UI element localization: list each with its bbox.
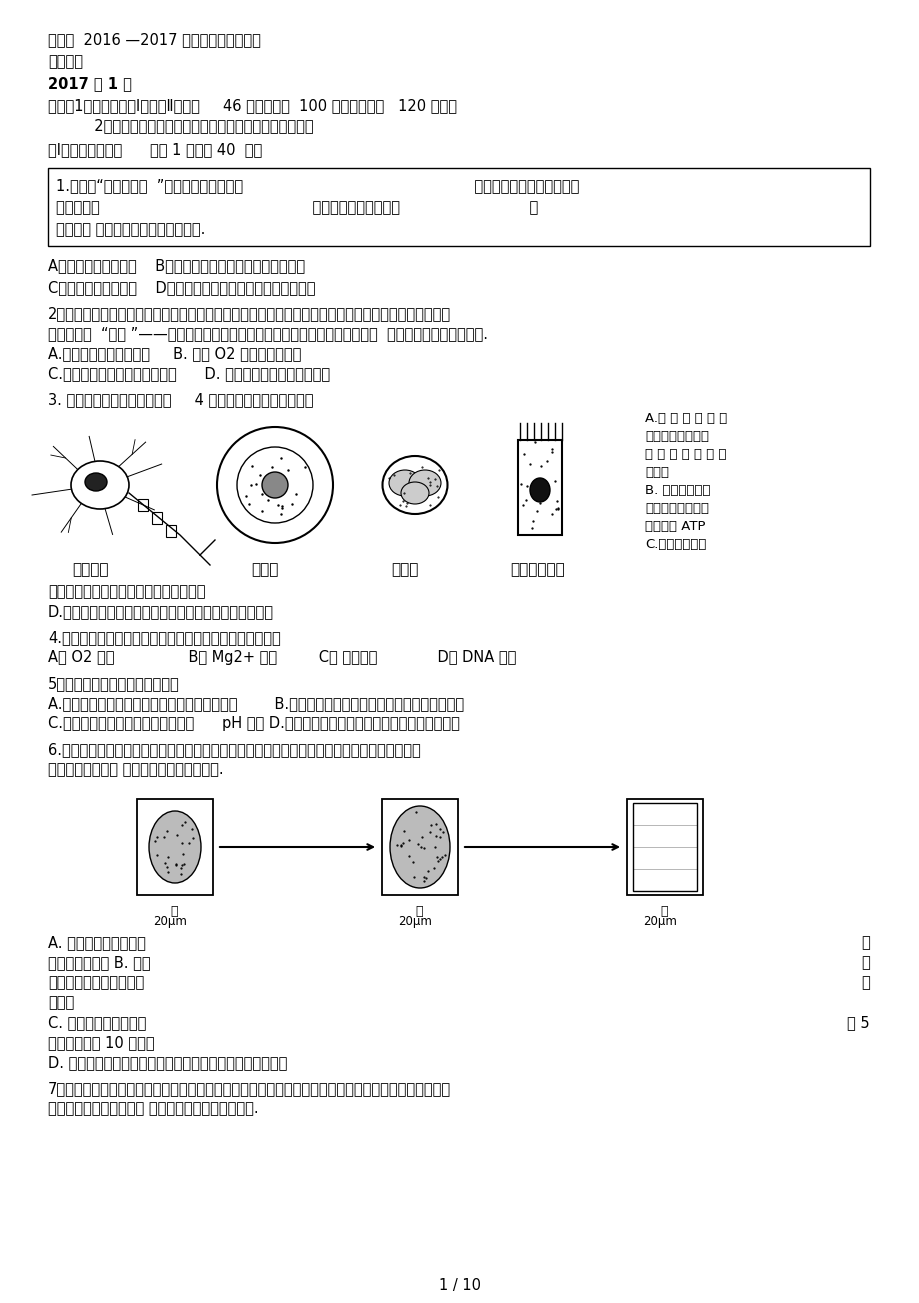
Text: 7．细胞的膜蛋白具有物质运输、信息传递、免疫识别等重要生理功能。下表中，可正确示意不同细胞的: 7．细胞的膜蛋白具有物质运输、信息传递、免疫识别等重要生理功能。下表中，可正确示… (48, 1081, 450, 1096)
Text: D.虽然各细胞中携带的基因相同，但进行表达的基因不同: D.虽然各细胞中携带的基因相同，但进行表达的基因不同 (48, 605, 274, 619)
Text: 小肠上皮细胞: 小肠上皮细胞 (509, 562, 564, 577)
Text: 说明：1、本试卷分第Ⅰ卷、第Ⅱ卷，共     46 道题，满分  100 分，考试时间   120 分钟。: 说明：1、本试卷分第Ⅰ卷、第Ⅱ卷，共 46 道题，满分 100 分，考试时间 1… (48, 98, 457, 113)
Text: A． O2 扩散                B． Mg2+ 吸收         C． 光能转换             D． DNA 复制: A． O2 扩散 B． Mg2+ 吸收 C． 光能转换 D． DNA 复制 (48, 650, 516, 665)
Text: 1.被誉为“生命营养库  ”的螺旋藻属于蓝藻，                                                  其营养成分和生: 1.被誉为“生命营养库 ”的螺旋藻属于蓝藻， 其营养成分和生 (56, 179, 579, 193)
Bar (627, 799, 702, 895)
Text: B. 虽然各细胞的: B. 虽然各细胞的 (644, 483, 709, 496)
Text: A. 甲、乙、丙可在同一: A. 甲、乙、丙可在同一 (48, 936, 146, 950)
Bar (137, 799, 213, 895)
Bar (165, 525, 176, 537)
Text: 乙: 乙 (414, 906, 422, 919)
Text: 小不同，但细胞中所含的蛋白质种类相同: 小不同，但细胞中所含的蛋白质种类相同 (48, 584, 205, 599)
Text: 倍目镜更换为 10 倍目镜: 倍目镜更换为 10 倍目镜 (48, 1035, 154, 1050)
Ellipse shape (409, 470, 440, 496)
Text: 20μm: 20μm (398, 915, 431, 928)
Text: 生物试卷: 生物试卷 (48, 53, 83, 69)
Text: 20μm: 20μm (642, 915, 676, 928)
Text: 通州区  2016 —2017 学年度高三摸底考试: 通州区 2016 —2017 学年度高三摸底考试 (48, 33, 261, 47)
Text: 白细胞: 白细胞 (391, 562, 418, 577)
Text: 膜蛋白及其相应功能的是 厕课极隔间拓拣诶话頸颜盟.: 膜蛋白及其相应功能的是 厕课极隔间拓拣诶话頸颜盟. (48, 1101, 258, 1115)
Text: 将 5: 将 5 (846, 1015, 869, 1029)
Ellipse shape (401, 482, 428, 504)
Text: 神经细胞: 神经细胞 (72, 562, 108, 577)
Bar (632, 803, 697, 891)
Bar (517, 440, 562, 536)
Text: 卫细胞: 卫细胞 (251, 562, 278, 577)
Text: 4.下列在叶绻体中发生的生理过程，不需要蛋白质参与的是: 4.下列在叶绻体中发生的生理过程，不需要蛋白质参与的是 (48, 629, 280, 645)
Text: 都能产生 ATP: 都能产生 ATP (644, 520, 705, 533)
Text: A．细胞中没有生物膜    B．遗传过程同样遵循孟德尔遗传定律: A．细胞中没有生物膜 B．遗传过程同样遵循孟德尔遗传定律 (48, 258, 305, 274)
Text: A.虽 然 来 自 同 一: A.虽 然 来 自 同 一 (644, 412, 726, 425)
Text: A.发烧时食欲减退是因为唆液淠粉酶失去了活性        B.口服多酶片中的胰蛋白酶可在小肠中发挥作用: A.发烧时食欲减退是因为唆液淠粉酶失去了活性 B.口服多酶片中的胰蛋白酶可在小肠… (48, 696, 463, 711)
Text: 比，乙所示细胞的细胞液: 比，乙所示细胞的细胞液 (48, 975, 144, 990)
Text: D. 由乙转变为丙的过程中，没有水分子从细胞内扩散到胞外: D. 由乙转变为丙的过程中，没有水分子从细胞内扩散到胞外 (48, 1055, 287, 1070)
Text: 人体，但各细胞中: 人体，但各细胞中 (644, 430, 709, 443)
Text: 忙碌不停的  “车间 ”——细胞器。下列关于高等植物细胞内细胞器叙述正确的是  因封娨鳞胸愛一婑尔淡测.: 忙碌不停的 “车间 ”——细胞器。下列关于高等植物细胞内细胞器叙述正确的是 因封… (48, 326, 487, 341)
Text: C.用果胶酶澄清果汁时，澄清速度与      pH 无关 D.洗衣时，用热水能增强加酶洗衣粉中酶的活性: C.用果胶酶澄清果汁时，澄清速度与 pH 无关 D.洗衣时，用热水能增强加酶洗衣… (48, 717, 460, 731)
Circle shape (262, 472, 288, 498)
Text: C．细胞中没有细胞器    D．细胞中有遗传物质，并能合成蛋白质: C．细胞中没有细胞器 D．细胞中有遗传物质，并能合成蛋白质 (48, 280, 315, 294)
Text: 正确的是 因炸渋区彩绸胸断序抜㛅前.: 正确的是 因炸渋区彩绸胸断序抜㛅前. (56, 222, 205, 237)
Text: 20μm: 20μm (153, 915, 187, 928)
Text: 度较低: 度较低 (48, 995, 74, 1010)
Text: 2．细胞在生命活动中发生着物质和能量的复杂变化。细胞内部就像一个繁忙的工厂，在细胞质中有许多: 2．细胞在生命活动中发生着物质和能量的复杂变化。细胞内部就像一个繁忙的工厂，在细… (48, 306, 450, 321)
Text: 下列叙述正确的是 残核栖渓能渔渔淄桌格组.: 下列叙述正确的是 残核栖渓能渔渔淄桌格组. (48, 762, 223, 777)
Bar (381, 799, 458, 895)
Text: 浓: 浓 (860, 975, 869, 990)
Text: 第Ⅰ卷（单项选择题      每题 1 分，共 40  分）: 第Ⅰ卷（单项选择题 每题 1 分，共 40 分） (48, 142, 262, 156)
Text: 不相同: 不相同 (644, 466, 668, 480)
Text: A.酒精产生的场所是液泡     B. 产生 O2 的场所是叶绻体: A.酒精产生的场所是液泡 B. 产生 O2 的场所是叶绻体 (48, 347, 301, 361)
Ellipse shape (529, 478, 550, 502)
Text: 甲: 甲 (170, 906, 177, 919)
Text: 相: 相 (860, 955, 869, 969)
Text: 3. 下图所示为来自同一人体的     4 种细胞，下列叙述错误的是: 3. 下图所示为来自同一人体的 4 种细胞，下列叙述错误的是 (48, 392, 313, 407)
Text: 丙: 丙 (659, 906, 667, 919)
Text: C. 由观察甲到观察乙须: C. 由观察甲到观察乙须 (48, 1015, 146, 1029)
Text: 2017 年 1 月: 2017 年 1 月 (48, 76, 131, 91)
Ellipse shape (149, 810, 200, 883)
Text: 细胞内依次发生 B. 与甲: 细胞内依次发生 B. 与甲 (48, 955, 151, 969)
Text: 生理功能不同，但: 生理功能不同，但 (644, 502, 709, 515)
Text: C.籺锤体形成的场所是高尔基体      D. 生长素合成的场所是核糖体: C.籺锤体形成的场所是高尔基体 D. 生长素合成的场所是核糖体 (48, 366, 330, 380)
Text: 2、所有答案都写在机读答题卡上，写在试卷上不得分。: 2、所有答案都写在机读答题卡上，写在试卷上不得分。 (48, 119, 313, 133)
Bar (138, 499, 148, 511)
Text: 个: 个 (860, 936, 869, 950)
Text: 5．下列关于酶的叙述，正确的是: 5．下列关于酶的叙述，正确的是 (48, 676, 179, 691)
Ellipse shape (389, 470, 421, 496)
Text: 遗 传 物 质 含 量 并: 遗 传 物 质 含 量 并 (644, 448, 726, 461)
Bar (152, 512, 162, 524)
Text: C.虽然各细胞大: C.虽然各细胞大 (644, 538, 706, 551)
Text: 1 / 10: 1 / 10 (438, 1278, 481, 1293)
Text: 6.在紫色洋葱鹞片叶表皮细胞的吸水实验中，显微镜下可依次观察到甲、乙、丙三种细胞状态。: 6.在紫色洋葱鹞片叶表皮细胞的吸水实验中，显微镜下可依次观察到甲、乙、丙三种细胞… (48, 741, 420, 757)
Ellipse shape (390, 807, 449, 889)
Text: 十分丰富。                                              下列关于螺旋藻的叙述                   : 十分丰富。 下列关于螺旋藻的叙述 (56, 199, 538, 215)
Ellipse shape (85, 473, 107, 491)
Bar (48, 168, 869, 246)
